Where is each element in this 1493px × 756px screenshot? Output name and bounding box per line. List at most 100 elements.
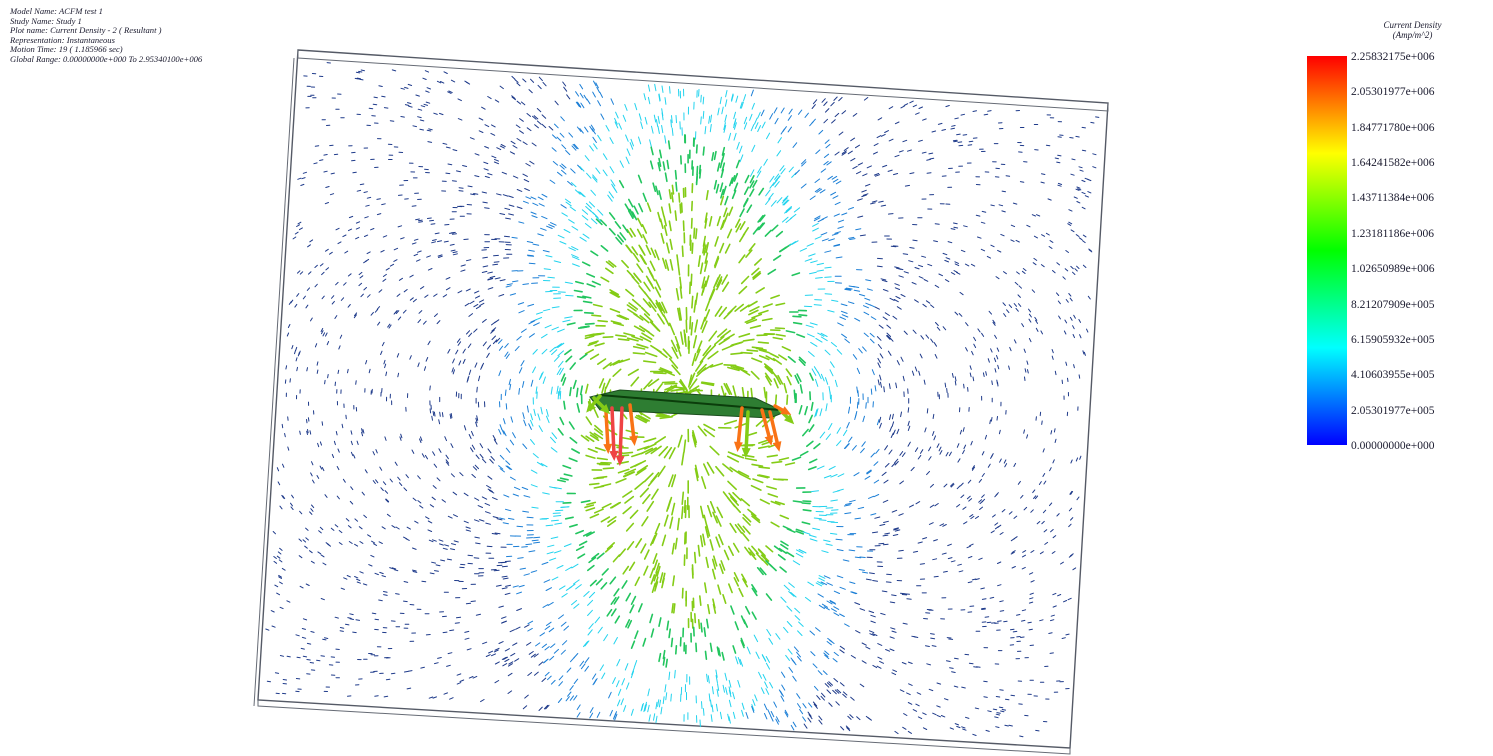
vector-arrow — [618, 358, 631, 364]
vector-arrow — [651, 532, 658, 545]
vector-arrow — [891, 630, 897, 633]
vector-arrow — [954, 376, 957, 382]
vector-arrow — [1065, 250, 1069, 253]
vector-arrow — [953, 226, 959, 229]
vector-arrow — [471, 430, 474, 437]
vector-arrow — [624, 663, 629, 671]
vector-arrow — [709, 445, 720, 456]
vector-arrow — [798, 358, 806, 367]
scale-label: 8.21207909e+005 — [1351, 298, 1435, 311]
vector-arrow — [452, 369, 455, 375]
vector-arrow — [833, 243, 841, 247]
vector-arrow — [462, 358, 466, 364]
vector-arrow — [531, 506, 539, 509]
vector-arrow — [877, 344, 882, 349]
vector-arrow — [287, 446, 290, 451]
vector-arrow — [614, 713, 618, 721]
vector-arrow — [479, 519, 485, 522]
vector-arrow — [501, 656, 507, 660]
vector-arrow — [883, 520, 889, 523]
vector-arrow — [550, 222, 557, 226]
vector-arrow — [911, 370, 915, 376]
vector-arrow — [575, 387, 579, 398]
vector-arrow — [516, 138, 522, 142]
vector-arrow — [286, 332, 290, 337]
vector-arrow — [688, 378, 698, 390]
vector-arrow — [643, 437, 657, 443]
vector-arrow — [781, 684, 786, 691]
vector-arrow — [1020, 494, 1024, 499]
vector-arrow — [479, 443, 484, 449]
vector-arrow — [342, 478, 346, 483]
vector-arrow — [914, 366, 918, 372]
vector-arrow — [879, 353, 884, 359]
vector-arrow — [533, 408, 536, 416]
vector-arrow — [723, 125, 727, 133]
vector-arrow — [828, 681, 833, 686]
vector-arrow — [711, 568, 716, 580]
vector-arrow — [670, 637, 674, 648]
vector-arrow — [543, 308, 551, 312]
vector-arrow — [971, 350, 974, 356]
vector-arrow — [1024, 376, 1026, 381]
vector-arrow — [559, 390, 562, 400]
vector-arrow — [775, 333, 786, 337]
vector-arrow — [613, 637, 618, 645]
vector-arrow — [1050, 430, 1053, 435]
vector-arrow — [566, 322, 576, 326]
vector-arrow — [609, 289, 620, 296]
vector-arrow — [1079, 334, 1082, 339]
vector-arrow — [477, 505, 483, 508]
vector-arrow — [473, 193, 479, 195]
vector-arrow — [647, 688, 650, 697]
vector-arrow — [866, 469, 872, 474]
vector-arrow — [894, 283, 900, 286]
vector-arrow — [464, 302, 470, 307]
vector-arrow — [569, 685, 574, 691]
vector-arrow — [498, 641, 504, 644]
vector-arrow — [583, 591, 590, 597]
vector-arrow — [391, 567, 397, 570]
vector-arrow — [914, 267, 920, 270]
vector-arrow — [638, 113, 642, 121]
vector-arrow — [1039, 551, 1044, 555]
vector-arrow — [782, 216, 789, 223]
vector-arrow — [445, 277, 451, 280]
vector-arrow — [1064, 319, 1068, 324]
vector-arrow — [481, 106, 486, 110]
vector-arrow — [833, 606, 840, 610]
vector-arrow — [389, 263, 395, 267]
vector-arrow — [379, 466, 383, 471]
vector-arrow — [802, 703, 807, 709]
vector-arrow — [741, 702, 745, 710]
vector-arrow — [784, 207, 791, 214]
vector-arrow — [700, 116, 702, 125]
peak-arrow — [604, 410, 610, 450]
vector-arrow — [294, 303, 298, 308]
vector-arrow — [370, 554, 375, 558]
vector-arrow — [951, 373, 954, 378]
vector-arrow — [512, 642, 518, 646]
vector-arrow — [763, 703, 768, 711]
vector-arrow — [925, 645, 930, 647]
vector-arrow — [543, 704, 549, 710]
vector-arrow — [945, 105, 950, 108]
vector-arrow — [556, 367, 562, 375]
vector-arrow — [576, 402, 581, 413]
vector-arrow — [592, 303, 603, 308]
vector-arrow — [957, 141, 963, 143]
vector-arrow — [630, 670, 635, 679]
vector-arrow — [588, 556, 597, 564]
vector-arrow — [894, 266, 900, 269]
vector-arrow — [1071, 158, 1076, 161]
vector-arrow — [579, 353, 588, 361]
vector-arrow — [296, 224, 300, 227]
vector-arrow — [944, 259, 949, 263]
vector-arrow — [749, 551, 757, 561]
vector-arrow — [953, 685, 959, 688]
vector-arrow — [1049, 502, 1053, 507]
vector-arrow — [869, 630, 875, 634]
vector-arrow — [919, 353, 923, 359]
vector-arrow — [1004, 463, 1008, 468]
vector-arrow — [274, 584, 279, 588]
